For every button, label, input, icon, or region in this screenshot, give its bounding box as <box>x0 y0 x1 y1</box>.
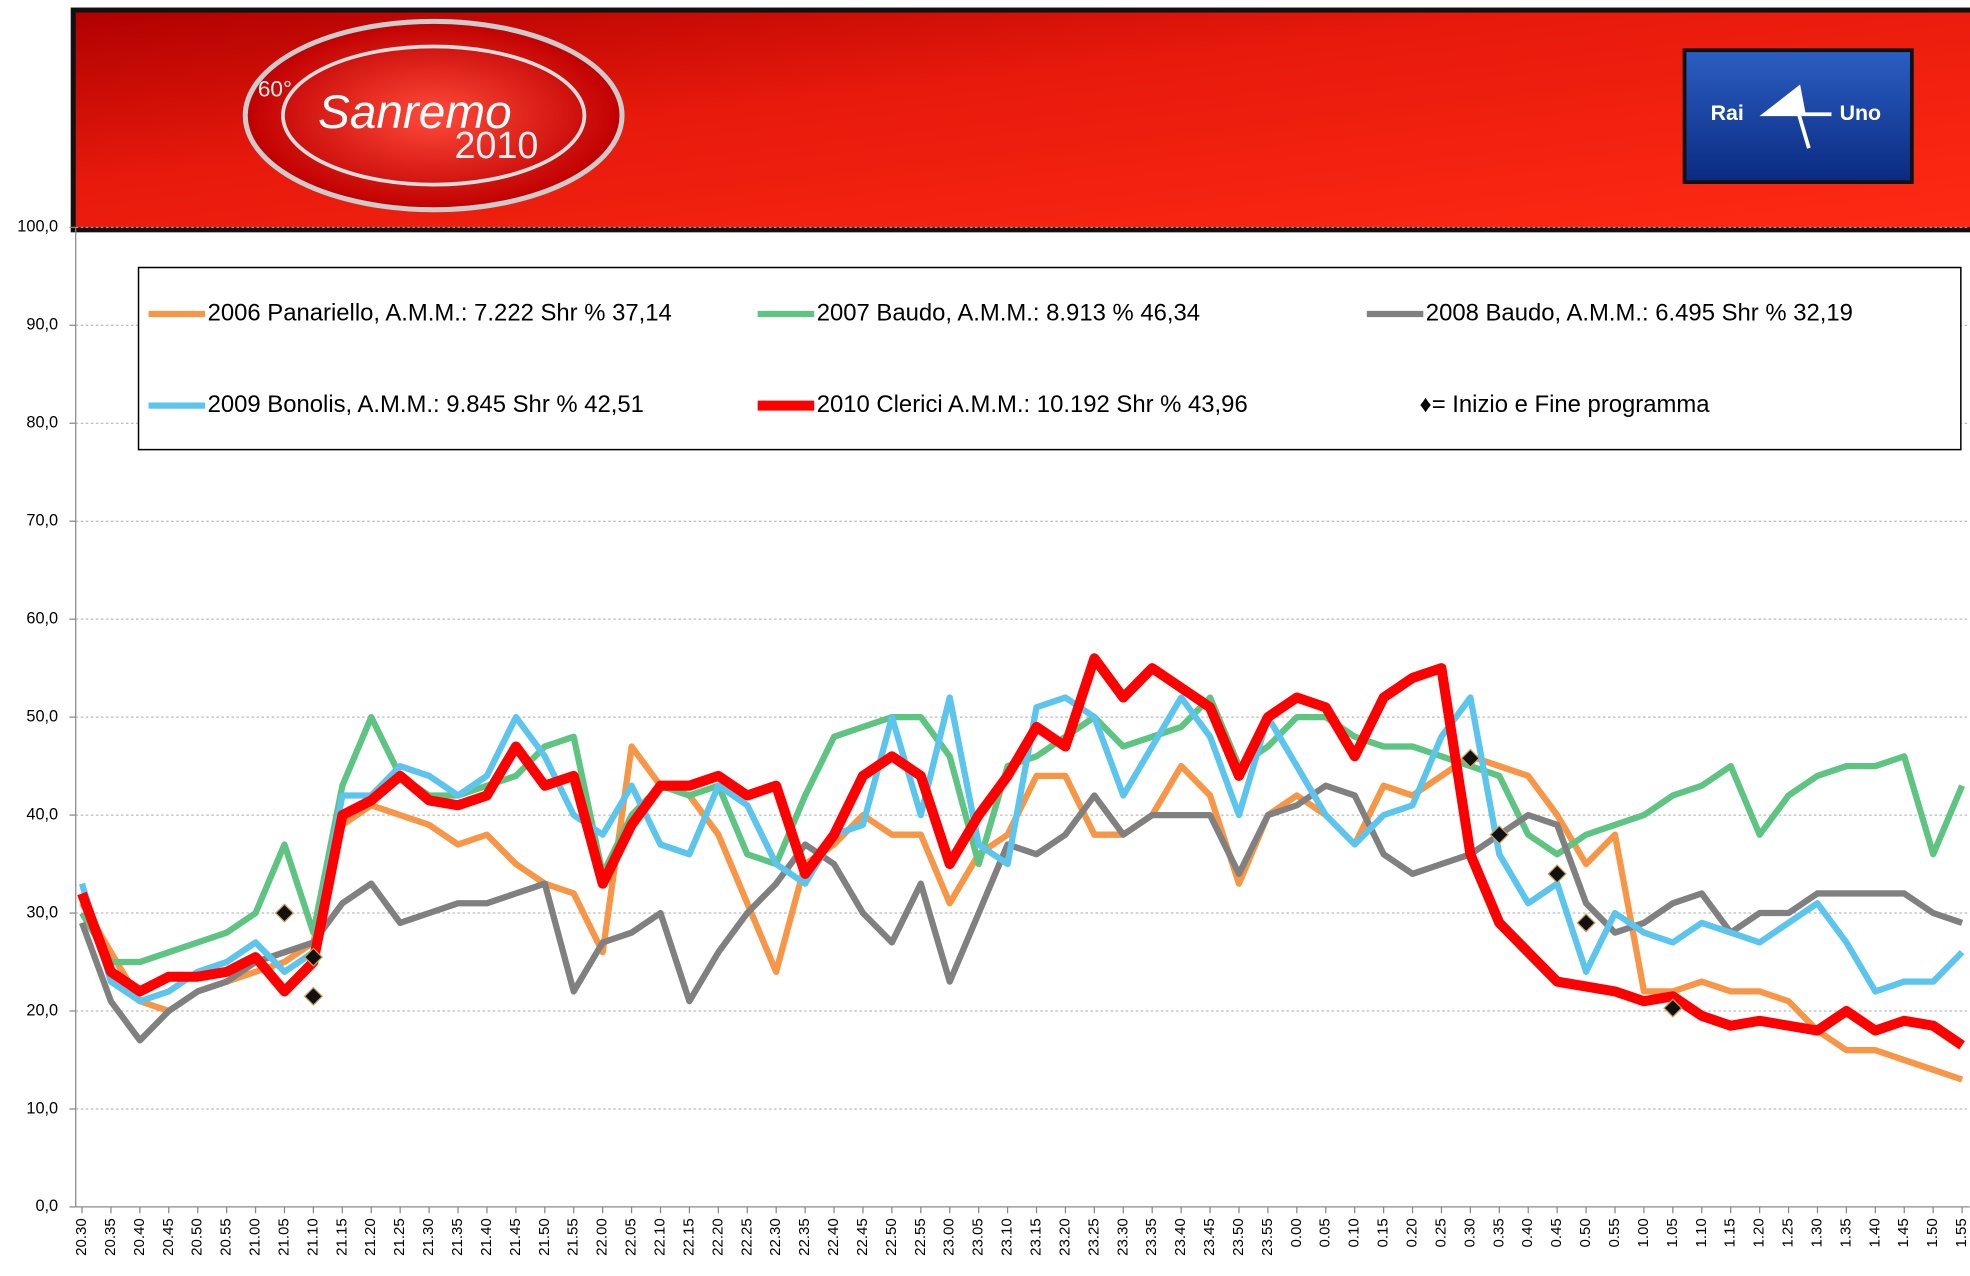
page: 60° Sanremo 2010 Rai Uno 0,010,020,030,0… <box>0 0 1970 1276</box>
y-tick-label: 90,0 <box>26 316 58 334</box>
x-tick-label: 0.30 <box>1461 1218 1478 1247</box>
y-tick-label: 60,0 <box>26 609 58 627</box>
x-tick-label: 20.45 <box>160 1218 177 1256</box>
chart: 60° Sanremo 2010 Rai Uno 0,010,020,030,0… <box>0 0 1970 1276</box>
x-tick-label: 21.20 <box>362 1218 379 1256</box>
channel-right: Uno <box>1840 101 1882 125</box>
start-end-marker <box>1548 865 1566 883</box>
x-tick-label: 21.05 <box>275 1218 292 1256</box>
x-tick-label: 1.25 <box>1780 1218 1797 1247</box>
x-tick-label: 1.05 <box>1664 1218 1681 1247</box>
x-tick-label: 23.40 <box>1172 1218 1189 1256</box>
y-tick-label: 20,0 <box>26 1001 58 1019</box>
x-tick-label: 1.10 <box>1693 1218 1710 1247</box>
x-tick-label: 22.20 <box>709 1218 726 1256</box>
x-tick-label: 1.50 <box>1924 1218 1941 1247</box>
x-tick-label: 21.40 <box>478 1218 495 1256</box>
x-tick-label: 21.25 <box>391 1218 408 1256</box>
x-tick-label: 1.30 <box>1808 1218 1825 1247</box>
x-tick-label: 0.50 <box>1577 1218 1594 1247</box>
x-tick-label: 21.55 <box>565 1218 582 1256</box>
x-tick-label: 0.20 <box>1404 1218 1421 1247</box>
x-tick-label: 20.40 <box>131 1218 148 1256</box>
x-tick-label: 23.50 <box>1230 1218 1247 1256</box>
x-tick-label: 22.50 <box>883 1218 900 1256</box>
y-tick-label: 40,0 <box>26 805 58 823</box>
channel-left: Rai <box>1711 101 1744 125</box>
start-end-marker <box>1577 914 1595 932</box>
legend-label: 2007 Baudo, A.M.M.: 8.913 % 46,34 <box>817 299 1200 326</box>
legend-label: 2010 Clerici A.M.M.: 10.192 Shr % 43,96 <box>817 391 1248 418</box>
x-tick-label: 23.10 <box>999 1218 1016 1256</box>
y-tick-label: 100,0 <box>17 218 58 236</box>
y-tick-label: 80,0 <box>26 414 58 432</box>
x-tick-label: 23.30 <box>1114 1218 1131 1256</box>
y-tick-label: 70,0 <box>26 512 58 530</box>
x-tick-label: 22.45 <box>854 1218 871 1256</box>
x-tick-label: 23.15 <box>1027 1218 1044 1256</box>
x-tick-label: 0.40 <box>1519 1218 1536 1247</box>
x-tick-label: 23.55 <box>1259 1218 1276 1256</box>
x-tick-label: 21.15 <box>333 1218 350 1256</box>
x-tick-label: 20.55 <box>218 1218 235 1256</box>
y-tick-label: 50,0 <box>26 707 58 725</box>
x-tick-label: 20.30 <box>73 1218 90 1256</box>
legend-label: 2006 Panariello, A.M.M.: 7.222 Shr % 37,… <box>208 299 672 326</box>
logo-prefix: 60° <box>258 76 292 101</box>
start-end-marker <box>276 904 294 922</box>
x-tick-label: 1.20 <box>1751 1218 1768 1247</box>
x-tick-label: 22.15 <box>680 1218 697 1256</box>
y-tick-label: 10,0 <box>26 1099 58 1117</box>
x-tick-label: 21.35 <box>449 1218 466 1256</box>
x-tick-label: 22.10 <box>651 1218 668 1256</box>
x-tick-label: 1.55 <box>1953 1218 1970 1247</box>
x-tick-label: 22.25 <box>738 1218 755 1256</box>
x-tick-label: 21.30 <box>420 1218 437 1256</box>
legend-label: 2008 Baudo, A.M.M.: 6.495 Shr % 32,19 <box>1426 299 1853 326</box>
x-tick-label: 22.30 <box>767 1218 784 1256</box>
x-tick-label: 23.00 <box>941 1218 958 1256</box>
x-tick-label: 1.35 <box>1837 1218 1854 1247</box>
legend-label: 2009 Bonolis, A.M.M.: 9.845 Shr % 42,51 <box>208 391 644 418</box>
legend <box>139 268 1961 450</box>
x-tick-label: 0.55 <box>1606 1218 1623 1247</box>
x-tick-label: 0.00 <box>1288 1218 1305 1247</box>
x-tick-label: 21.10 <box>304 1218 321 1256</box>
x-tick-label: 0.15 <box>1375 1218 1392 1247</box>
y-tick-label: 30,0 <box>26 903 58 921</box>
x-tick-label: 0.35 <box>1490 1218 1507 1247</box>
x-tick-label: 20.50 <box>189 1218 206 1256</box>
x-tick-label: 21.45 <box>507 1218 524 1256</box>
x-tick-label: 23.20 <box>1056 1218 1073 1256</box>
x-tick-label: 23.35 <box>1143 1218 1160 1256</box>
series-line <box>82 698 1962 962</box>
legend-note: ♦= Inizio e Fine programma <box>1420 391 1711 418</box>
x-tick-label: 0.45 <box>1548 1218 1565 1247</box>
x-tick-label: 23.45 <box>1201 1218 1218 1256</box>
x-tick-label: 23.05 <box>970 1218 987 1256</box>
x-tick-label: 0.05 <box>1317 1218 1334 1247</box>
x-tick-label: 22.35 <box>796 1218 813 1256</box>
x-tick-label: 22.55 <box>912 1218 929 1256</box>
x-tick-label: 1.00 <box>1635 1218 1652 1247</box>
y-tick-label: 0,0 <box>35 1197 58 1215</box>
x-tick-label: 23.25 <box>1085 1218 1102 1256</box>
x-tick-label: 0.25 <box>1432 1218 1449 1247</box>
x-tick-label: 21.50 <box>536 1218 553 1256</box>
x-tick-label: 22.05 <box>623 1218 640 1256</box>
logo-year: 2010 <box>455 124 539 166</box>
x-tick-label: 1.45 <box>1895 1218 1912 1247</box>
x-tick-label: 20.35 <box>102 1218 119 1256</box>
x-tick-label: 21.00 <box>247 1218 264 1256</box>
x-tick-label: 22.00 <box>594 1218 611 1256</box>
x-tick-label: 0.10 <box>1346 1218 1363 1247</box>
start-end-marker <box>305 988 323 1006</box>
x-tick-label: 1.15 <box>1722 1218 1739 1247</box>
x-tick-label: 1.40 <box>1866 1218 1883 1247</box>
x-tick-label: 22.40 <box>825 1218 842 1256</box>
